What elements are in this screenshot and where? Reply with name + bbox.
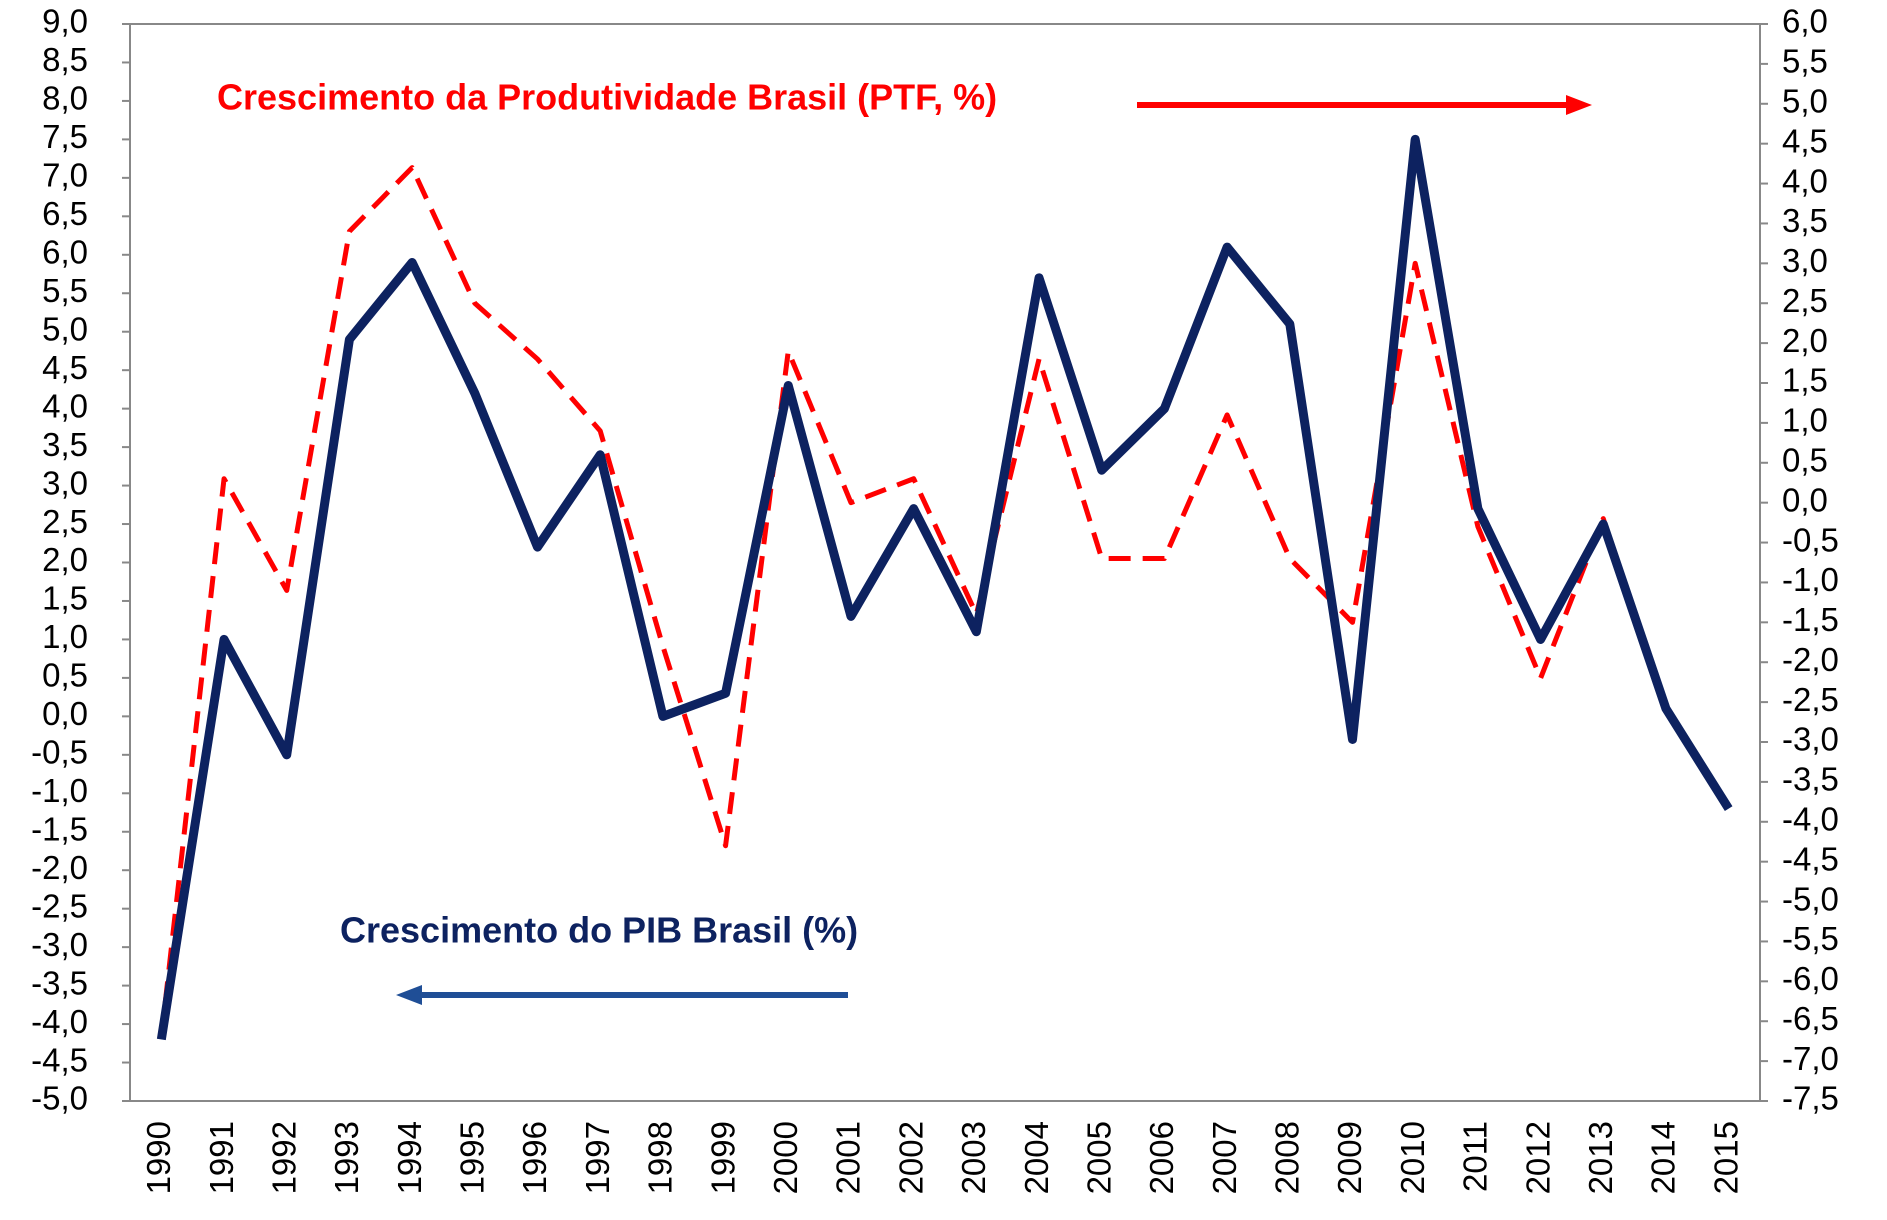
y2-tick-label: -7,0 bbox=[1782, 1040, 1839, 1077]
y2-tick-label: -2,0 bbox=[1782, 641, 1839, 678]
y2-tick-label: -3,5 bbox=[1782, 761, 1839, 798]
y2-tick-label: -0,5 bbox=[1782, 521, 1839, 558]
x-tick-label: 1991 bbox=[203, 1121, 240, 1194]
y2-tick-label: -7,5 bbox=[1782, 1080, 1839, 1117]
series-line bbox=[158, 165, 1669, 1038]
x-tick-label: 2009 bbox=[1331, 1121, 1368, 1194]
y-tick-label: -4,5 bbox=[31, 1041, 88, 1078]
y-tick-label: 2,0 bbox=[42, 541, 88, 578]
x-tick-label: 2014 bbox=[1645, 1121, 1682, 1194]
x-tick-label: 1992 bbox=[265, 1121, 302, 1194]
y2-tick-label: 5,5 bbox=[1782, 43, 1828, 80]
x-tick-label: 2012 bbox=[1519, 1121, 1556, 1194]
y-tick-label: 3,5 bbox=[42, 426, 88, 463]
x-tick-label: 1997 bbox=[579, 1121, 616, 1194]
y-tick-label: -2,0 bbox=[31, 849, 88, 886]
ptf-annotation: Crescimento da Produtividade Brasil (PTF… bbox=[217, 77, 997, 118]
x-tick-label: 2000 bbox=[767, 1121, 804, 1194]
y2-tick-label: 2,5 bbox=[1782, 282, 1828, 319]
y-tick-label: 4,0 bbox=[42, 387, 88, 424]
y2-tick-label: 2,0 bbox=[1782, 322, 1828, 359]
y2-tick-label: -4,0 bbox=[1782, 800, 1839, 837]
y-tick-label: 7,5 bbox=[42, 118, 88, 155]
y-tick-label: -5,0 bbox=[31, 1080, 88, 1117]
x-tick-label: 2008 bbox=[1269, 1121, 1306, 1194]
y2-tick-label: -2,5 bbox=[1782, 681, 1839, 718]
y-tick-label: -4,0 bbox=[31, 1003, 88, 1040]
y-tick-label: 0,5 bbox=[42, 657, 88, 694]
y2-tick-label: 1,0 bbox=[1782, 402, 1828, 439]
x-tick-label: 2005 bbox=[1080, 1121, 1117, 1194]
y-tick-label: 5,0 bbox=[42, 310, 88, 347]
y2-tick-label: -5,5 bbox=[1782, 920, 1839, 957]
y-tick-label: 6,0 bbox=[42, 234, 88, 271]
x-tick-label: 2011 bbox=[1457, 1121, 1494, 1192]
pib-annotation: Crescimento do PIB Brasil (%) bbox=[340, 910, 858, 951]
series-line bbox=[156, 134, 1733, 1041]
y2-tick-label: 3,0 bbox=[1782, 242, 1828, 279]
y-tick-label: 7,0 bbox=[42, 157, 88, 194]
x-tick-label: 1998 bbox=[642, 1121, 679, 1194]
y-tick-label: 6,5 bbox=[42, 195, 88, 232]
x-tick-label: 2004 bbox=[1018, 1121, 1055, 1194]
x-tick-label: 2010 bbox=[1394, 1121, 1431, 1194]
y2-tick-label: 0,0 bbox=[1782, 481, 1828, 518]
y-tick-label: 8,0 bbox=[42, 80, 88, 117]
y2-tick-label: 6,0 bbox=[1782, 3, 1828, 40]
y-tick-label: -1,0 bbox=[31, 772, 88, 809]
y2-tick-label: -1,0 bbox=[1782, 561, 1839, 598]
x-tick-label: 2001 bbox=[830, 1121, 867, 1194]
x-tick-label: 2013 bbox=[1582, 1121, 1619, 1194]
y2-tick-label: 4,0 bbox=[1782, 162, 1828, 199]
y-tick-label: 2,5 bbox=[42, 503, 88, 540]
x-tick-label: 1990 bbox=[140, 1121, 177, 1194]
y-tick-label: 0,0 bbox=[42, 695, 88, 732]
y-tick-label: -3,5 bbox=[31, 964, 88, 1001]
x-tick-label: 1996 bbox=[516, 1121, 553, 1194]
x-tick-label: 1994 bbox=[391, 1121, 428, 1194]
y-tick-label: -0,5 bbox=[31, 734, 88, 771]
y2-tick-label: 5,0 bbox=[1782, 82, 1828, 119]
y-tick-label: 1,0 bbox=[42, 618, 88, 655]
y2-tick-label: 0,5 bbox=[1782, 441, 1828, 478]
y-tick-label: 1,5 bbox=[42, 580, 88, 617]
y-tick-label: 5,5 bbox=[42, 272, 88, 309]
y2-tick-label: 1,5 bbox=[1782, 362, 1828, 399]
x-tick-label: 2006 bbox=[1143, 1121, 1180, 1194]
y-tick-label: -1,5 bbox=[31, 810, 88, 847]
y2-tick-label: -4,5 bbox=[1782, 840, 1839, 877]
x-tick-label: 2015 bbox=[1707, 1121, 1744, 1194]
y2-tick-label: -1,5 bbox=[1782, 601, 1839, 638]
y-tick-label: -2,5 bbox=[31, 887, 88, 924]
y2-tick-label: -5,0 bbox=[1782, 880, 1839, 917]
x-tick-label: 2003 bbox=[955, 1121, 992, 1194]
y-tick-label: -3,0 bbox=[31, 926, 88, 963]
y2-tick-label: 3,5 bbox=[1782, 202, 1828, 239]
arrow-head bbox=[1566, 95, 1592, 115]
y-tick-label: 4,5 bbox=[42, 349, 88, 386]
y2-tick-label: -3,0 bbox=[1782, 721, 1839, 758]
x-tick-label: 1995 bbox=[454, 1121, 491, 1194]
x-tick-label: 1999 bbox=[704, 1121, 741, 1194]
y-tick-label: 9,0 bbox=[42, 3, 88, 40]
x-tick-label: 2002 bbox=[892, 1121, 929, 1194]
y2-tick-label: -6,5 bbox=[1782, 1000, 1839, 1037]
y-tick-label: 3,0 bbox=[42, 464, 88, 501]
x-tick-label: 1993 bbox=[328, 1121, 365, 1194]
arrow-head bbox=[396, 985, 422, 1005]
y2-tick-label: 4,5 bbox=[1782, 122, 1828, 159]
x-tick-label: 2007 bbox=[1206, 1121, 1243, 1194]
y-tick-label: 8,5 bbox=[42, 41, 88, 78]
y2-tick-label: -6,0 bbox=[1782, 960, 1839, 997]
